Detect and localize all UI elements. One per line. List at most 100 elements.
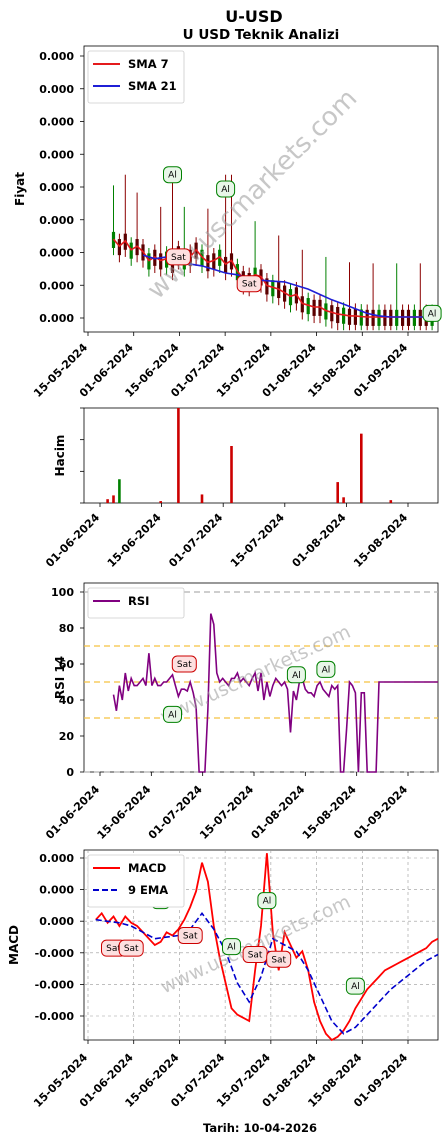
signal-label: Sat [106, 944, 121, 954]
sell-signal-badge [266, 950, 292, 968]
sell-signal-badge [236, 275, 262, 293]
price-candle [288, 289, 293, 306]
price-candle [342, 307, 346, 324]
volume-bar [360, 433, 363, 503]
signal-label: Sat [242, 280, 257, 290]
y-axis-label: MACD [7, 925, 21, 965]
price-candle [206, 255, 210, 272]
chart-title: U-USD [225, 7, 282, 26]
volume-bar [200, 494, 204, 503]
y-tick-label: 20 [59, 730, 75, 743]
chart-subtitle: U USD Teknik Analizi [183, 27, 340, 43]
signal-label: Al [292, 671, 301, 681]
y-tick-label: 40 [59, 694, 75, 707]
price-candle [412, 309, 416, 326]
signal-label: Sat [124, 944, 139, 954]
y-tick-label: 0.000 [39, 312, 74, 325]
rsi-line [112, 613, 438, 773]
y-tick-label: -0.000 [35, 947, 75, 960]
buy-signal-badge [163, 166, 182, 184]
sell-signal-badge [177, 927, 203, 944]
legend-box [87, 587, 185, 619]
x-tick-label: 15-07-2024 [228, 511, 287, 570]
signal-label: Al [322, 665, 331, 675]
x-tick-label: 15-06-2024 [105, 511, 164, 570]
y-tick-label: 0.000 [39, 116, 74, 129]
y-tick-label: 0.000 [39, 50, 74, 63]
volume-bar [106, 499, 109, 503]
y-axis-label: RSI 14 [53, 656, 67, 699]
panel-frame [83, 849, 439, 1041]
volume-bar [342, 497, 345, 503]
price-candle [401, 309, 405, 326]
signal-label: Al [168, 171, 177, 181]
y-tick-label: 60 [59, 658, 75, 671]
y-axis-label: Hacim [53, 435, 67, 477]
buy-signal-badge [345, 977, 365, 995]
sell-signal-badge [165, 248, 191, 266]
price-candle [371, 309, 375, 326]
price-candle [300, 296, 304, 313]
price-candle [347, 308, 352, 325]
x-tick-label: 15-08-2024 [351, 511, 410, 570]
price-candle [353, 308, 357, 325]
price-candle [324, 303, 328, 320]
y-tick-label: 0.000 [39, 214, 74, 227]
legend-label: 9 EMA [128, 883, 168, 897]
y-tick-label: 80 [59, 622, 75, 635]
volume-bar [336, 482, 339, 503]
y-tick-label: -0.000 [35, 1010, 75, 1023]
price-candle [312, 299, 316, 316]
legend-label: MACD [128, 861, 166, 875]
legend-label: RSI [128, 594, 149, 608]
signal-label: Sat [248, 951, 263, 961]
price-candle [389, 309, 393, 326]
y-tick-label: 0.000 [39, 247, 74, 260]
y-tick-label: 0.000 [39, 884, 74, 897]
sell-signal-badge [171, 655, 197, 673]
signal-label: Al [428, 309, 437, 319]
price-candle [395, 309, 399, 326]
volume-bar [230, 446, 233, 503]
signal-label: Al [351, 982, 360, 992]
volume-bar [112, 495, 115, 503]
volume-bar [159, 501, 162, 503]
signal-label: Al [263, 897, 272, 907]
price-candle [306, 298, 310, 315]
price-candle [365, 309, 369, 326]
signal-label: Sat [183, 932, 198, 942]
price-candle [336, 306, 340, 324]
price-candle [271, 280, 275, 297]
price-candle [377, 309, 381, 326]
panel-frame [83, 582, 439, 773]
x-tick-label: 01-09-2024 [351, 783, 410, 842]
legend-label: SMA 21 [128, 79, 177, 93]
y-tick-label: 0.000 [39, 279, 74, 292]
volume-bar [118, 479, 121, 503]
y-tick-label: 100 [51, 586, 74, 599]
buy-signal-badge [257, 892, 277, 910]
price-candle [406, 309, 411, 326]
volume-bar [389, 500, 393, 503]
y-tick-label: 0 [66, 766, 74, 779]
buy-signal-badge [316, 660, 336, 678]
ema9-line [95, 911, 439, 1035]
sma21-line [142, 254, 433, 318]
price-candle [330, 305, 334, 322]
watermark-text: www.uscmarkets.com [141, 83, 363, 305]
price-candle [359, 309, 363, 326]
y-tick-label: -0.000 [35, 978, 75, 991]
y-tick-label: 0.000 [39, 915, 74, 928]
price-candle [418, 309, 422, 326]
macd-line [95, 853, 439, 1042]
signal-label: Sat [171, 253, 186, 263]
x-tick-label: 01-06-2024 [43, 511, 102, 570]
watermark-text: www.uscmarkets.com [157, 891, 354, 999]
price-candle [265, 278, 269, 295]
y-axis-label: Fiyat [13, 172, 27, 206]
buy-signal-badge [286, 666, 306, 684]
panel-frame [83, 407, 439, 504]
sell-signal-badge [118, 939, 144, 957]
buy-signal-badge [422, 304, 442, 322]
